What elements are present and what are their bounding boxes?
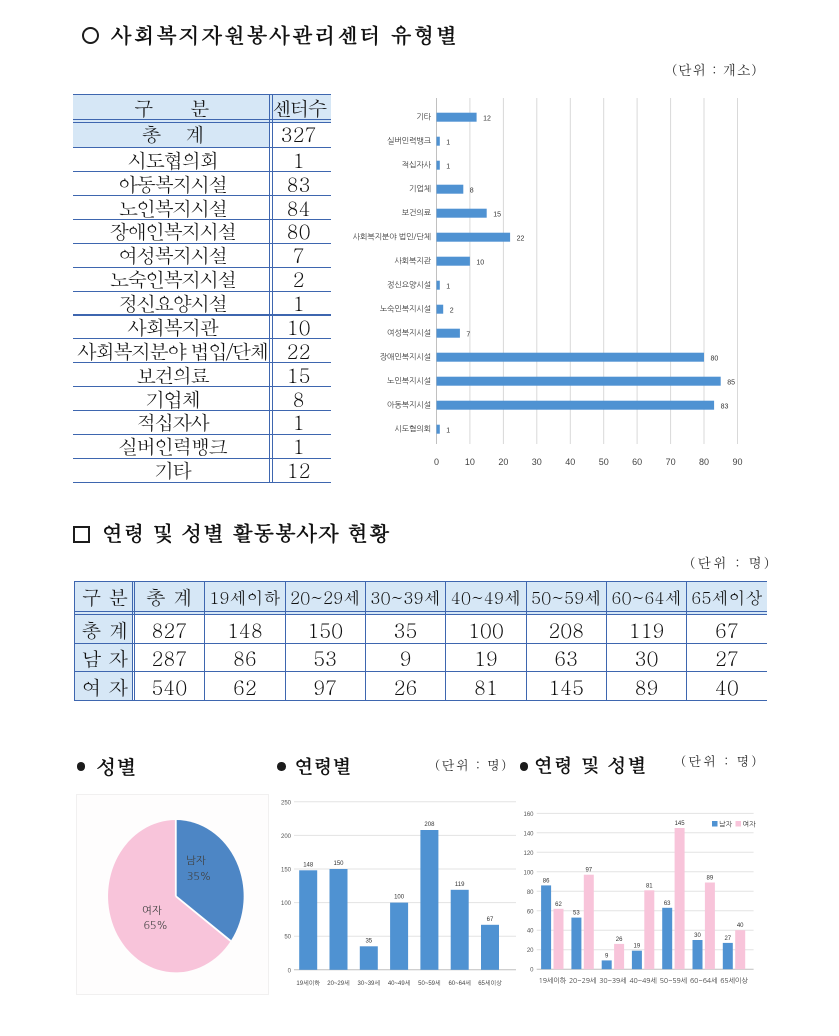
svg-text:40: 40 [527,929,534,935]
svg-text:100: 100 [394,895,405,901]
svg-text:119: 119 [455,882,465,888]
svg-text:148: 148 [303,862,314,868]
svg-text:정신요양시설: 정신요양시설 [387,281,431,290]
svg-text:40: 40 [565,457,575,467]
svg-text:실버인력뱅크: 실버인력뱅크 [387,137,432,146]
svg-text:9: 9 [605,953,609,959]
svg-text:19: 19 [634,944,641,950]
svg-text:50: 50 [599,457,609,467]
svg-text:20: 20 [498,457,508,467]
svg-text:30: 30 [694,933,701,939]
svg-text:2: 2 [450,307,454,314]
svg-text:30~39세: 30~39세 [358,980,381,987]
svg-text:시도협의회: 시도협의회 [394,425,431,434]
svg-text:80: 80 [527,890,534,896]
svg-text:80: 80 [699,457,709,467]
svg-text:50: 50 [284,935,291,941]
svg-text:60~64세: 60~64세 [448,980,471,987]
svg-text:100: 100 [523,870,534,876]
svg-text:89: 89 [707,876,714,882]
svg-text:장애인복지시설: 장애인복지시설 [380,353,431,362]
svg-text:보건의료: 보건의료 [402,209,432,218]
svg-text:사회복지관: 사회복지관 [394,257,431,266]
svg-text:기업체: 기업체 [409,185,431,194]
svg-text:30: 30 [532,457,542,467]
svg-text:150: 150 [333,861,344,867]
svg-text:남자: 남자 [719,821,733,829]
svg-text:여자: 여자 [743,821,757,829]
svg-text:여자: 여자 [142,904,163,916]
svg-text:남자: 남자 [186,854,207,866]
svg-text:기타: 기타 [416,113,431,122]
svg-text:40: 40 [737,923,744,929]
svg-text:35%: 35% [187,871,211,882]
svg-text:81: 81 [646,883,653,889]
svg-text:아동복지시설: 아동복지시설 [387,401,431,410]
svg-text:10: 10 [465,457,475,467]
svg-text:120: 120 [523,851,534,857]
svg-text:60: 60 [632,457,642,467]
svg-text:145: 145 [675,821,686,827]
svg-text:적십자사: 적십자사 [402,161,432,170]
svg-text:7: 7 [466,331,470,338]
svg-text:250: 250 [281,800,292,806]
svg-text:62: 62 [555,902,562,908]
svg-text:208: 208 [424,822,435,828]
svg-text:27: 27 [724,936,731,942]
svg-text:1: 1 [446,139,450,146]
svg-text:8: 8 [470,187,474,194]
svg-text:53: 53 [573,911,580,917]
svg-text:0: 0 [530,968,534,974]
svg-text:150: 150 [281,868,292,874]
svg-text:50~59세: 50~59세 [660,977,687,984]
svg-text:40~49세: 40~49세 [388,980,411,987]
svg-text:83: 83 [721,403,729,410]
svg-text:22: 22 [517,235,525,242]
svg-text:67: 67 [487,917,494,923]
svg-text:90: 90 [732,457,742,467]
svg-text:1: 1 [446,427,450,434]
svg-text:20~29세: 20~29세 [569,977,596,984]
svg-text:60: 60 [527,909,534,915]
svg-text:0: 0 [434,457,439,467]
svg-text:20: 20 [527,948,534,954]
svg-text:65세이상: 65세이상 [478,980,502,987]
svg-text:40~49세: 40~49세 [629,977,656,984]
svg-text:200: 200 [281,834,292,840]
svg-text:50~59세: 50~59세 [418,980,441,987]
svg-text:80: 80 [711,355,719,362]
svg-text:15: 15 [493,211,501,218]
svg-text:65%: 65% [144,920,168,931]
svg-text:사회복지분야 법인/단체: 사회복지분야 법인/단체 [353,233,431,242]
svg-text:160: 160 [523,812,534,818]
svg-text:20~29세: 20~29세 [327,980,350,987]
svg-text:노숙인복지시설: 노숙인복지시설 [380,305,431,314]
svg-text:63: 63 [664,901,671,907]
svg-text:26: 26 [616,937,623,943]
svg-text:85: 85 [727,379,735,386]
svg-text:노인복지시설: 노인복지시설 [387,377,431,386]
svg-text:1: 1 [446,283,450,290]
svg-text:140: 140 [523,831,534,837]
svg-text:60~64세: 60~64세 [690,977,717,984]
svg-text:30~39세: 30~39세 [599,977,626,984]
svg-text:19세이하: 19세이하 [539,977,567,984]
svg-text:100: 100 [281,901,292,907]
svg-text:12: 12 [483,115,491,122]
svg-text:97: 97 [585,868,592,874]
svg-text:19세이하: 19세이하 [296,980,320,987]
svg-text:1: 1 [446,163,450,170]
svg-text:35: 35 [365,938,372,944]
svg-text:0: 0 [288,968,292,974]
svg-text:65세이상: 65세이상 [720,977,748,984]
svg-text:70: 70 [666,457,676,467]
svg-text:여성복지시설: 여성복지시설 [387,329,431,338]
svg-text:86: 86 [543,878,550,884]
svg-text:10: 10 [476,259,484,266]
